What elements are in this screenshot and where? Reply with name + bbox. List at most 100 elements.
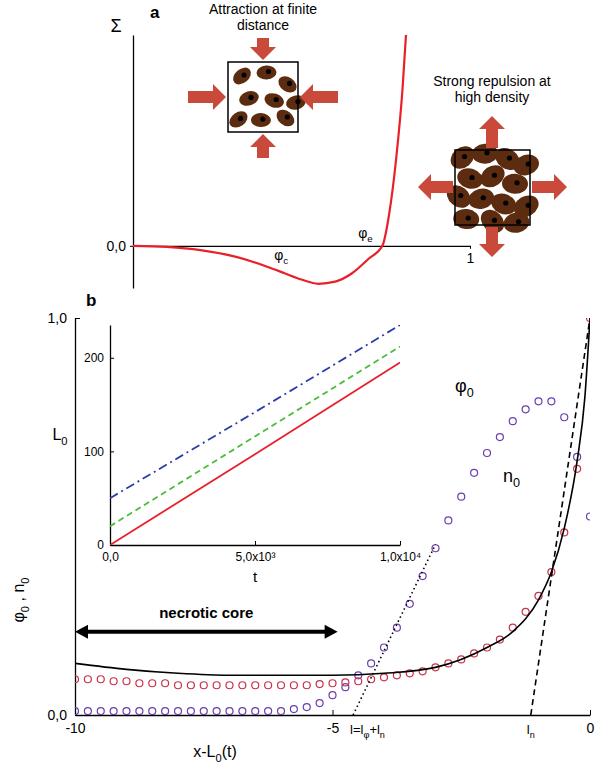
figure: Attraction at finitedistanceStrong repul…	[0, 0, 613, 765]
nucleus	[458, 193, 463, 198]
marker	[445, 517, 452, 524]
cell	[226, 108, 250, 131]
axis-line	[111, 545, 401, 546]
arrow	[532, 174, 567, 200]
line	[531, 318, 590, 715]
axis-line	[75, 319, 76, 716]
marker	[303, 682, 310, 689]
nucleus	[462, 154, 467, 159]
marker	[200, 682, 207, 689]
tick-label: 100	[84, 445, 104, 459]
annotation: φc	[274, 247, 288, 266]
marker	[278, 682, 285, 689]
tick-label: 0,0	[102, 550, 119, 564]
marker	[522, 608, 529, 615]
tick-label: 1	[467, 250, 475, 266]
text-part: l=l	[350, 722, 363, 737]
text-part: (t)	[222, 743, 237, 760]
tick-mark	[255, 541, 256, 545]
tick-label: 0,0	[48, 707, 68, 723]
marker	[110, 708, 117, 715]
text-part: +l	[369, 722, 380, 737]
tick-label: 0	[587, 720, 595, 736]
tick-mark	[590, 710, 591, 715]
marker	[535, 398, 542, 405]
nucleus	[484, 150, 489, 155]
marker	[496, 434, 503, 441]
cell	[230, 64, 254, 88]
marker	[278, 708, 285, 715]
plot-area	[110, 325, 400, 545]
line	[133, 35, 406, 284]
inset: 0,05,0x10³1,0x10⁴0100200tL0	[52, 325, 421, 585]
arrow	[250, 38, 276, 60]
marker	[548, 398, 555, 405]
marker	[252, 682, 259, 689]
marker	[484, 449, 491, 456]
axis-line	[134, 246, 471, 247]
tick: 0,0	[48, 707, 80, 723]
marker	[187, 708, 194, 715]
nucleus	[274, 97, 279, 102]
marker	[187, 682, 194, 689]
arrow	[300, 84, 338, 110]
cell	[263, 91, 286, 110]
marker	[149, 708, 156, 715]
cell	[251, 113, 271, 128]
cell	[237, 89, 260, 109]
text-part: φ	[10, 612, 27, 622]
marker	[110, 678, 117, 685]
cell	[452, 207, 480, 230]
marker	[239, 682, 246, 689]
nucleus	[266, 69, 271, 74]
tick: 1	[467, 246, 475, 266]
tick-mark	[75, 318, 80, 319]
annotation: l=lφ+ln	[350, 722, 385, 740]
panel-label: b	[86, 291, 96, 310]
text-line: distance	[237, 17, 289, 33]
arrow	[479, 116, 505, 148]
marker	[75, 708, 79, 715]
nucleus	[248, 95, 253, 100]
line	[110, 325, 400, 498]
nucleus	[507, 155, 512, 160]
marker	[162, 708, 169, 715]
nucleus	[241, 72, 246, 77]
marker	[97, 676, 104, 683]
marker	[290, 682, 297, 689]
text-part: 0	[467, 386, 474, 400]
text-line: Strong repulsion at	[433, 73, 551, 89]
text-part: n	[380, 730, 385, 740]
tick: 0	[97, 538, 114, 552]
marker	[471, 469, 478, 476]
nucleus	[514, 180, 519, 185]
x-axis: 0,05,0x10³1,0x10⁴	[102, 541, 421, 564]
nucleus	[466, 215, 471, 220]
text-part: , n	[10, 584, 27, 606]
marker	[123, 708, 130, 715]
tick: 100	[84, 445, 114, 459]
arrow	[188, 84, 226, 110]
cell-box	[226, 62, 307, 132]
text-part: 0	[61, 435, 67, 447]
marker	[509, 418, 516, 425]
marker	[329, 692, 336, 699]
panel-b: -10-500,01,0φ0n0necrotic corel=lφ+lnlnx-…	[10, 291, 595, 764]
y-axis: 0,0	[107, 36, 134, 289]
marker	[316, 700, 323, 707]
panel-a: Attraction at finitedistanceStrong repul…	[107, 1, 567, 289]
text-part: x-L	[193, 743, 215, 760]
line	[110, 362, 400, 545]
marker	[458, 493, 465, 500]
tick: 200	[84, 351, 114, 365]
nucleus	[503, 200, 508, 205]
marker	[175, 682, 182, 689]
tick-mark	[130, 246, 133, 247]
marker	[162, 680, 169, 687]
marker	[175, 708, 182, 715]
marker	[265, 708, 272, 715]
tick-label: 0	[97, 538, 104, 552]
text-part: φ	[274, 247, 283, 263]
arrow	[250, 134, 276, 158]
tick: -5	[327, 710, 340, 736]
